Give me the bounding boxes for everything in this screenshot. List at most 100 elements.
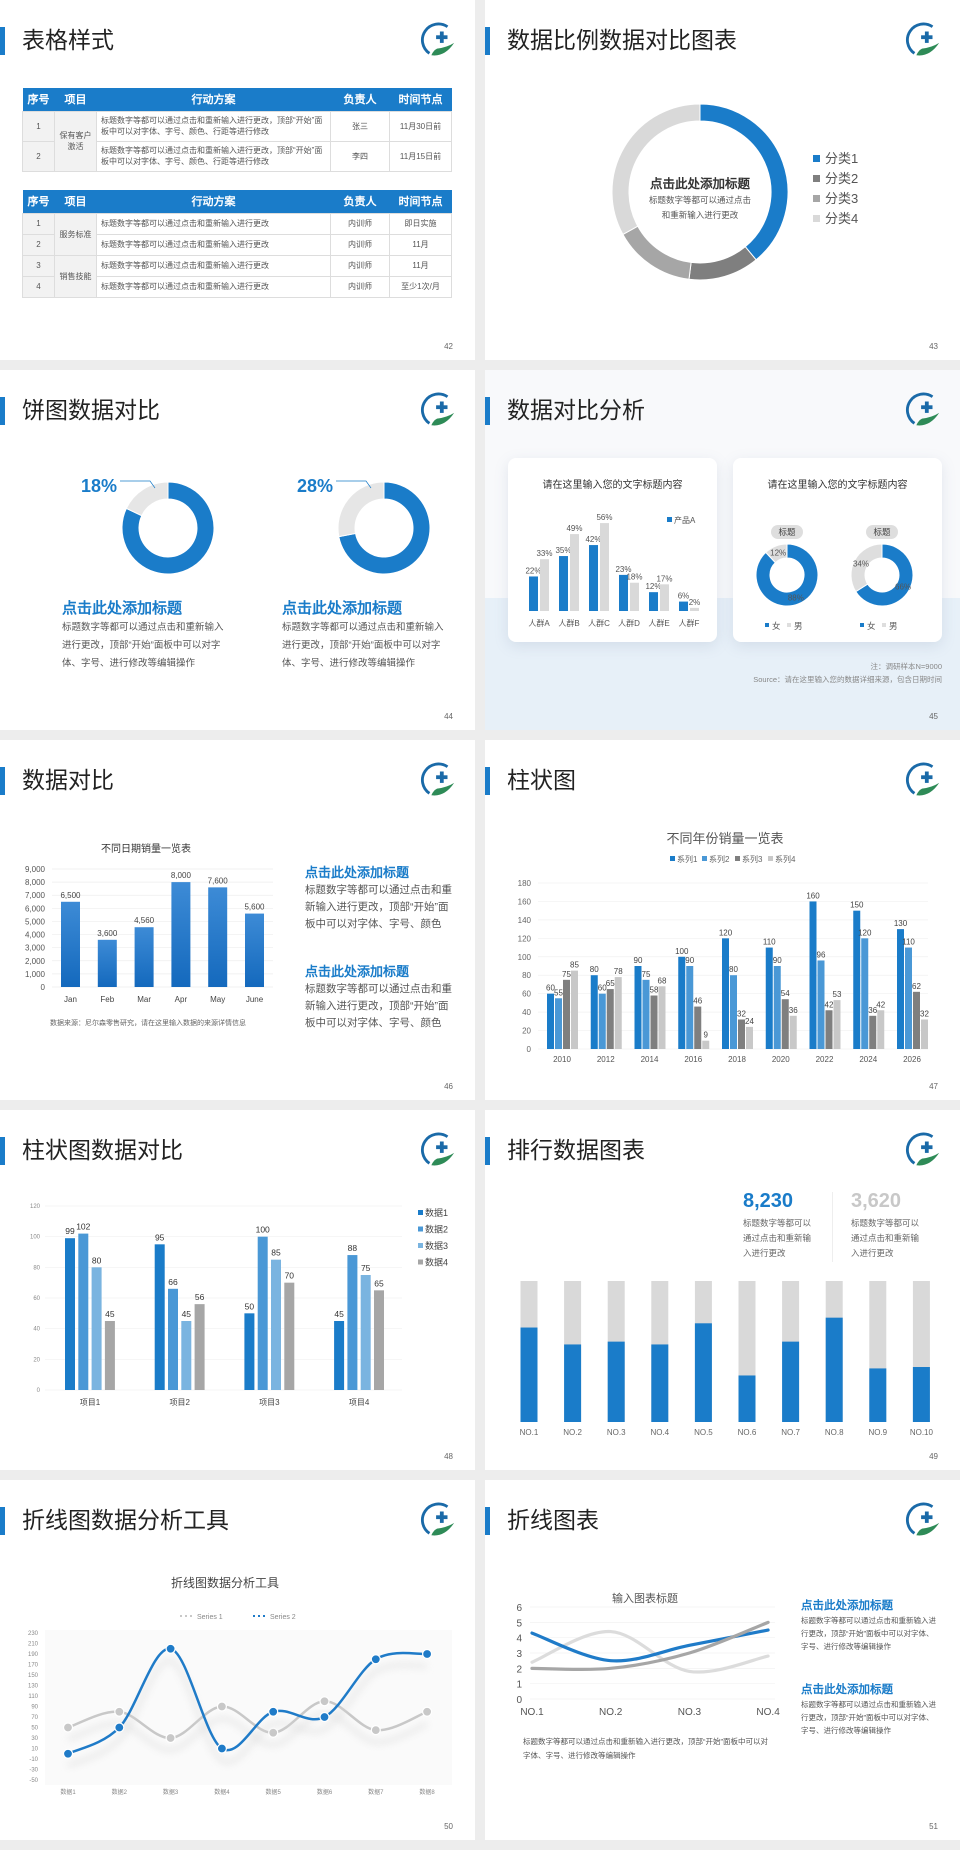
y-tick-label: 4 [516,1634,522,1645]
percentage-donut-slice [338,481,431,575]
bar-value-label: 70 [285,1271,295,1281]
cell-time: 11月 [389,254,452,277]
slide-47[interactable]: 柱状图 不同年份销量一览表 系列1 系列2 系列3 系列4 0 20 40 60 80 100 120… [485,740,960,1100]
slide-48[interactable]: 柱状图数据对比 0 20 40 60 80 100 120 99 102 80 45 项目1 95 66 4… [0,1110,475,1470]
legend-swatch [813,195,820,202]
legend-label: 女 [772,621,781,631]
bar-fill [782,1341,800,1422]
slide-49[interactable]: 排行数据图表 8,230 标题数字等都可以通过点击和重新输入进行更改 3,620… [485,1110,960,1470]
bar-value-label: 65 [374,1278,384,1288]
bar [630,582,639,611]
legend-swatch [418,1259,423,1265]
gender-donut-slice [765,543,788,564]
gender-donut-slice [850,543,883,593]
x-tick-label: NO.3 [607,1428,626,1437]
cell-owner: 李四 [330,140,390,172]
bar [809,901,817,1049]
legend-label: 分类4 [825,211,858,226]
bar-fill [651,1344,669,1422]
bar-value-label: 60 [598,984,607,993]
slide-45[interactable]: 数据对比分析 请在这里输入您的文字标题内容 请在这里输入您的文字标题内容 标题 … [485,370,960,730]
bar-value-label: 90 [685,956,694,965]
line-chart: 输入图表标题 0 1 2 3 4 5 6 NO.1 NO.2 NO.3 NO.4 [516,1591,780,1718]
page-number: 47 [929,1082,938,1091]
slide-44[interactable]: 饼图数据对比 18% 28% 点击此处添加标题 标题数字等都可以通过点击和重新输入… [0,370,475,730]
legend-label: 数据4 [425,1257,448,1268]
y-tick-label: 2 [516,1664,522,1675]
x-tick-label: 项目2 [169,1398,190,1407]
slide-51[interactable]: 折线图表 输入图表标题 0 1 2 3 4 5 6 NO.1 NO.2 NO.3 NO.4 标题数字等… [485,1480,960,1840]
slide-title: 柱状图数据对比 [22,1137,183,1163]
bar [649,592,658,611]
bar [789,1015,797,1049]
chart-title: 不同日期销量一览表 [101,842,191,855]
title-accent-bar [485,397,490,425]
bar-value-label: 17% [656,574,672,583]
legend-label: 分类2 [825,171,858,186]
page-number: 48 [444,1452,453,1461]
bar-value-label: 45 [334,1309,344,1319]
legend-label: 分类1 [825,151,858,166]
slide-50[interactable]: 折线图数据分析工具 折线图数据分析工具 -50 -30 -10 10 30 50 70 90 11… [0,1480,475,1840]
medical-hand-logo-icon [420,762,455,796]
x-tick-label: 2026 [903,1055,921,1064]
legend-swatch [667,517,672,522]
y-tick-label: -50 [29,1778,38,1784]
bar [825,1010,833,1049]
cell-no: 2 [22,233,55,256]
medical-hand-logo-icon [420,392,455,426]
y-tick-label: 1 [516,1680,522,1691]
x-tick-label: 数据5 [266,1788,282,1796]
donut-value-label: 88% [788,593,804,602]
legend-swatch [418,1210,423,1215]
bar [730,975,737,1049]
bar-value-label: 110 [763,938,776,947]
bar [781,999,789,1049]
x-tick-label: 数据4 [214,1788,230,1796]
y-tick-label: 160 [518,897,532,906]
bar-value-label: 85 [570,961,579,970]
page-number: 49 [929,1452,938,1461]
leader-line [120,480,156,489]
y-tick-label: 30 [31,1736,38,1742]
slide-title: 饼图数据对比 [22,397,160,423]
bar-value-label: 55 [554,988,563,997]
slide-43[interactable]: 数据比例数据对比图表 分类1 分类2 分类3 分类4 点击此处添加标题 标题数字等都可… [485,0,960,360]
stat-value: 8,230 [743,1190,794,1212]
table-row: 4 标题数字等都可以通过点击和重新输入进行更改 内训师 至少1次/月 [22,275,452,298]
cell-time: 11月15日前 [389,140,452,172]
item-heading: 点击此处添加标题 [305,964,410,979]
bar [194,1304,205,1390]
y-tick-label: 5,000 [25,917,46,926]
legend-swatch [418,1243,423,1248]
table-row: 1 保有客户激活 标题数字等都可以通过点击和重新输入进行更改，顶部“开始”面板中… [22,110,452,172]
y-tick-label: 230 [28,1631,39,1637]
item-text: 标题数字等都可以通过点击和重新输入进行更改，顶部“开始”面板中可以对字体、字号、… [801,1616,936,1651]
slide-title: 数据比例数据对比图表 [507,27,737,53]
category-label: 人群E [648,618,669,628]
slide-46[interactable]: 数据对比 不同日期销量一览表 0 1,000 2,000 3,000 4,000 5,000… [0,740,475,1100]
bar-value-label: 33% [536,549,552,558]
header-item: 项目 [54,88,97,111]
slide-42[interactable]: 表格样式 序号 项目 行动方案 负责人 时间节点 1 保有客户激活 标题数字等都… [0,0,475,360]
y-tick-label: 150 [28,1673,39,1679]
y-tick-label: 60 [522,990,531,999]
y-tick-label: 9,000 [25,865,46,874]
data-point [319,1696,330,1707]
bar [877,1010,885,1049]
bar-value-label: 66 [168,1277,178,1287]
donut-value-label: 12% [770,549,786,558]
legend-label: 系列2 [709,854,730,864]
x-tick-label: 2018 [728,1055,746,1064]
bar-value-label: 45 [105,1309,115,1319]
data-point [216,1701,227,1712]
bar [555,998,562,1049]
y-tick-label: 20 [33,1357,40,1363]
bar [619,574,628,611]
slide-title: 排行数据图表 [507,1137,645,1163]
bar [590,975,598,1049]
donut-value-label: 34% [853,559,869,568]
bar [606,989,614,1049]
percentage-donut-slice [125,481,169,517]
